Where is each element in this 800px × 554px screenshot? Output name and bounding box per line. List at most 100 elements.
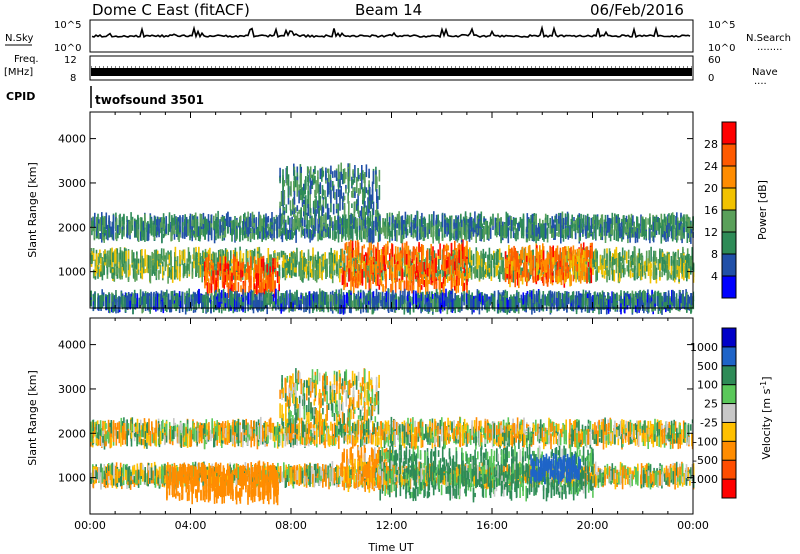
echo-cell (456, 268, 458, 276)
echo-cell (207, 222, 210, 231)
echo-cell (345, 220, 348, 234)
echo-cell (160, 258, 163, 264)
echo-cell (592, 268, 594, 275)
echo-cell (531, 252, 533, 263)
echo-cell (155, 250, 158, 264)
echo-cell (207, 254, 210, 270)
echo-cell (197, 226, 200, 233)
echo-cell (422, 275, 424, 281)
echo-cell (101, 230, 104, 241)
echo-cell (403, 224, 405, 234)
echo-cell (142, 221, 145, 238)
echo-cell (470, 228, 473, 240)
echo-cell (575, 259, 577, 272)
echo-cell (688, 267, 690, 280)
echo-cell (496, 264, 499, 274)
echo-cell (153, 215, 156, 226)
echo-cell (208, 282, 211, 293)
echo-cell (137, 259, 140, 274)
echo-cell (686, 253, 689, 263)
echo-cell (198, 246, 200, 263)
echo-cell (589, 225, 591, 234)
echo-cell (181, 251, 183, 260)
echo-cell (218, 263, 220, 270)
echo-cell (451, 262, 453, 278)
echo-cell (314, 261, 317, 268)
echo-cell (213, 270, 216, 284)
echo-cell (154, 216, 157, 227)
echo-cell (670, 271, 673, 280)
echo-cell (389, 253, 391, 261)
echo-cell (151, 260, 153, 276)
echo-cell (369, 258, 372, 268)
echo-cell (418, 277, 420, 287)
echo-cell (400, 280, 402, 294)
echo-cell (234, 282, 237, 298)
echo-cell (417, 265, 419, 273)
echo-cell (404, 266, 406, 274)
echo-cell (213, 215, 215, 226)
echo-cell (318, 216, 320, 229)
echo-cell (496, 269, 499, 276)
echo-cell (410, 222, 413, 236)
echo-cell (336, 263, 338, 274)
echo-cell (426, 252, 429, 260)
echo-cell (335, 220, 337, 231)
echo-cell (435, 223, 438, 240)
echo-cell (463, 246, 465, 262)
echo-cell (377, 242, 379, 254)
echo-cell (684, 263, 687, 278)
echo-cell (265, 280, 267, 292)
echo-cell (476, 223, 479, 229)
echo-cell (206, 257, 209, 269)
echo-cell (544, 222, 547, 239)
echo-cell (423, 262, 426, 272)
echo-cell (342, 221, 344, 235)
echo-cell (405, 222, 408, 238)
echo-cell (611, 256, 614, 266)
echo-cell (424, 227, 426, 238)
echo-cell (290, 181, 292, 197)
echo-cell (342, 257, 345, 272)
echo-cell (236, 228, 238, 238)
echo-cell (407, 259, 410, 275)
echo-cell (438, 259, 440, 270)
echo-cell (244, 227, 247, 238)
echo-cell (375, 248, 378, 262)
echo-cell (433, 230, 435, 237)
noise-strip: N.Sky 10^5 10^0 10^5 10^0 N.Search .....… (5, 19, 791, 54)
echo-cell (320, 231, 322, 241)
echo-cell (517, 227, 519, 240)
echo-cell (514, 247, 516, 254)
echo-cell (379, 220, 381, 234)
echo-cell (631, 272, 634, 278)
echo-cell (404, 263, 406, 268)
echo-cell (502, 269, 504, 278)
echo-cell (290, 229, 292, 240)
echo-cell (335, 231, 337, 239)
echo-cell (260, 268, 263, 274)
echo-cell (238, 265, 240, 274)
echo-cell (430, 277, 432, 285)
echo-cell (507, 228, 510, 236)
echo-cell (182, 232, 184, 239)
echo-cell (566, 251, 569, 265)
echo-cell (123, 247, 126, 264)
echo-cell (663, 222, 666, 231)
echo-cell (578, 248, 580, 259)
echo-cell (401, 215, 404, 231)
echo-cell (457, 265, 459, 271)
cpid-row: CPID twofsound 3501 (6, 86, 204, 108)
echo-cell (377, 250, 379, 265)
echo-cell (363, 215, 365, 229)
echo-cell (591, 242, 593, 258)
echo-cell (556, 219, 558, 231)
echo-cell (123, 227, 125, 237)
echo-cell (474, 211, 476, 227)
echo-cell (405, 275, 408, 291)
echo-cell (414, 214, 417, 229)
echo-cell (466, 247, 468, 257)
echo-cell (189, 229, 192, 239)
echo-cell (596, 258, 598, 272)
